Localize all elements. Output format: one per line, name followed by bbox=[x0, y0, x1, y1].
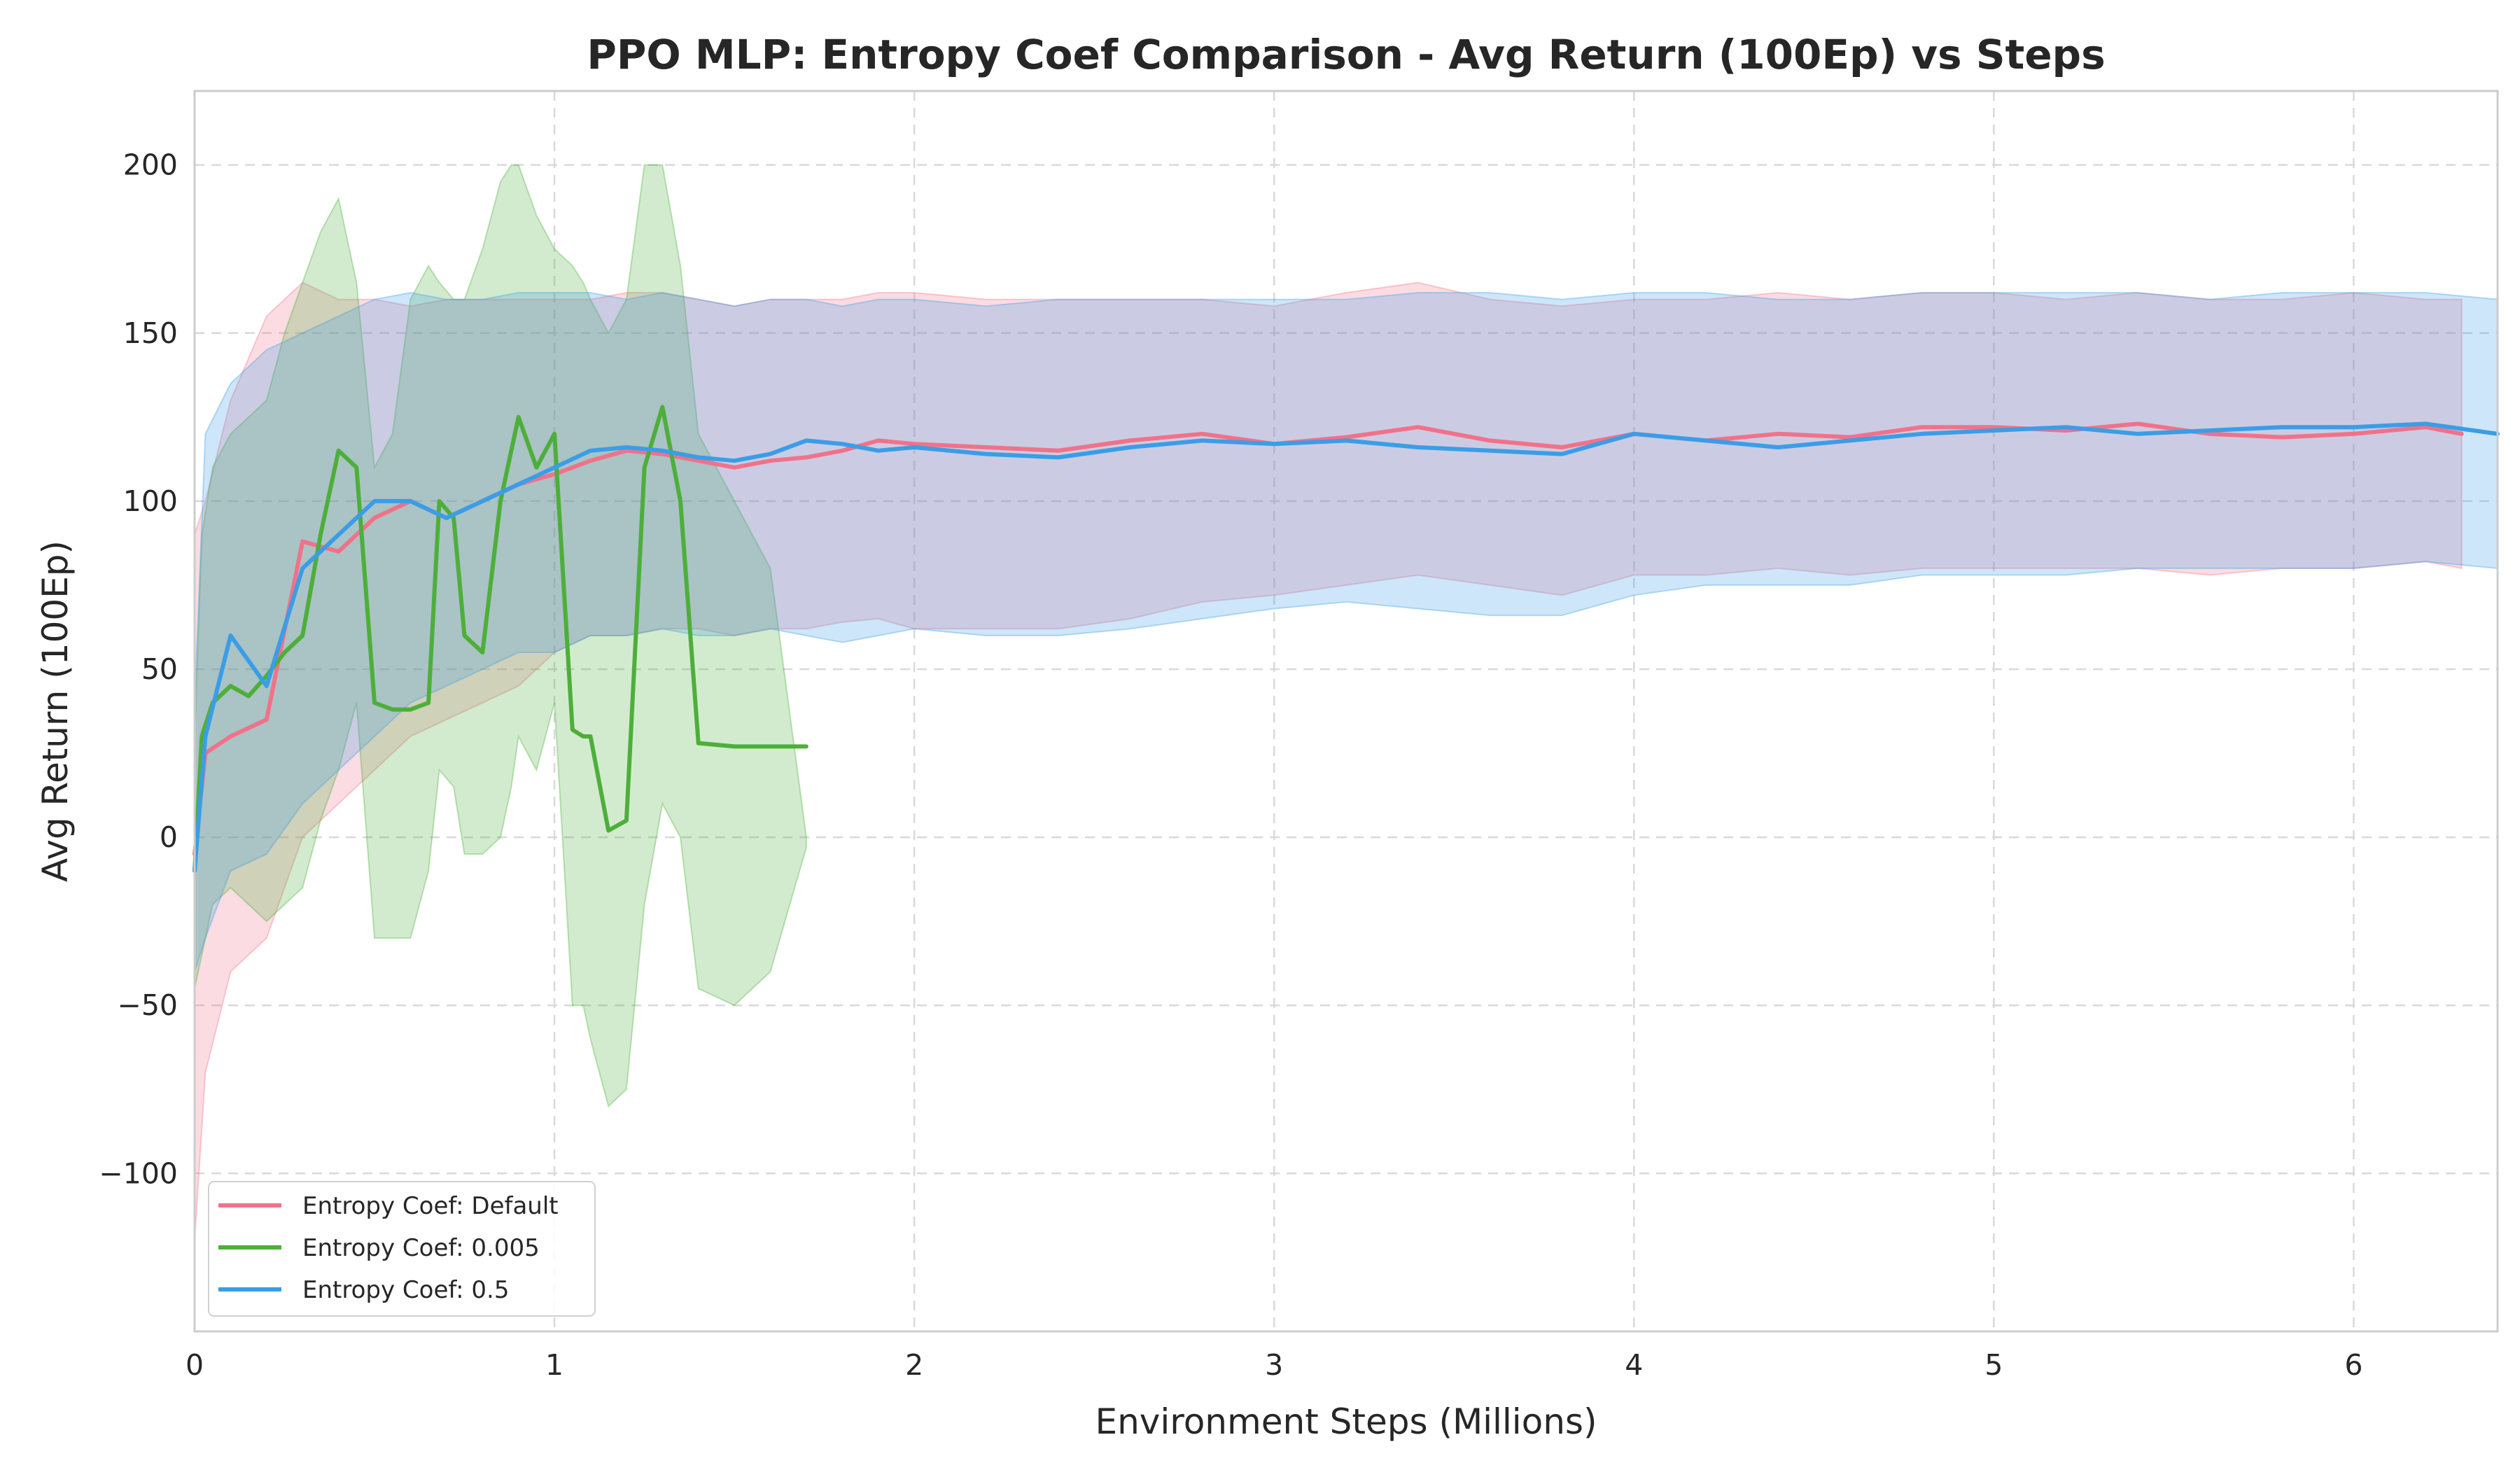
y-tick-label: 200 bbox=[123, 148, 178, 182]
y-tick-label: 50 bbox=[141, 652, 178, 686]
grid bbox=[193, 91, 2498, 1331]
x-tick-label: 2 bbox=[905, 1348, 923, 1382]
y-tick-label: 150 bbox=[123, 316, 178, 350]
y-tick-label: −100 bbox=[99, 1156, 178, 1190]
x-tick-label: 5 bbox=[1984, 1348, 2003, 1382]
y-tick-label: −50 bbox=[117, 988, 178, 1022]
tick-labels: 0 1 2 3 4 5 6 −100 −50 0 50 100 150 200 bbox=[99, 148, 2362, 1382]
legend-box bbox=[208, 1181, 596, 1317]
legend-label-0005: Entropy Coef: 0.005 bbox=[302, 1234, 540, 1262]
x-tick-label: 0 bbox=[186, 1348, 204, 1382]
band-series-1 bbox=[194, 164, 807, 1108]
plot-background bbox=[195, 91, 2498, 1331]
series-lines bbox=[192, 405, 2500, 874]
y-axis-label: Avg Return (100Ep) bbox=[35, 540, 76, 882]
x-axis-label: Environment Steps (Millions) bbox=[1096, 1401, 1597, 1442]
y-tick-label: 0 bbox=[160, 820, 178, 854]
y-tick-label: 100 bbox=[123, 484, 178, 518]
band-series-0 bbox=[194, 281, 2463, 1241]
legend-label-05: Entropy Coef: 0.5 bbox=[302, 1276, 509, 1304]
x-tick-label: 6 bbox=[2344, 1348, 2362, 1382]
plot-frame bbox=[193, 90, 2499, 1333]
legend-label-default: Entropy Coef: Default bbox=[302, 1192, 559, 1220]
x-tick-label: 4 bbox=[1625, 1348, 1643, 1382]
line-series-2 bbox=[192, 421, 2500, 874]
chart-title: PPO MLP: Entropy Coef Comparison - Avg R… bbox=[587, 31, 2105, 78]
legend: Entropy Coef: Default Entropy Coef: 0.00… bbox=[208, 1181, 596, 1317]
line-series-1 bbox=[192, 405, 808, 874]
x-tick-label: 1 bbox=[545, 1348, 564, 1382]
x-tick-label: 3 bbox=[1265, 1348, 1283, 1382]
